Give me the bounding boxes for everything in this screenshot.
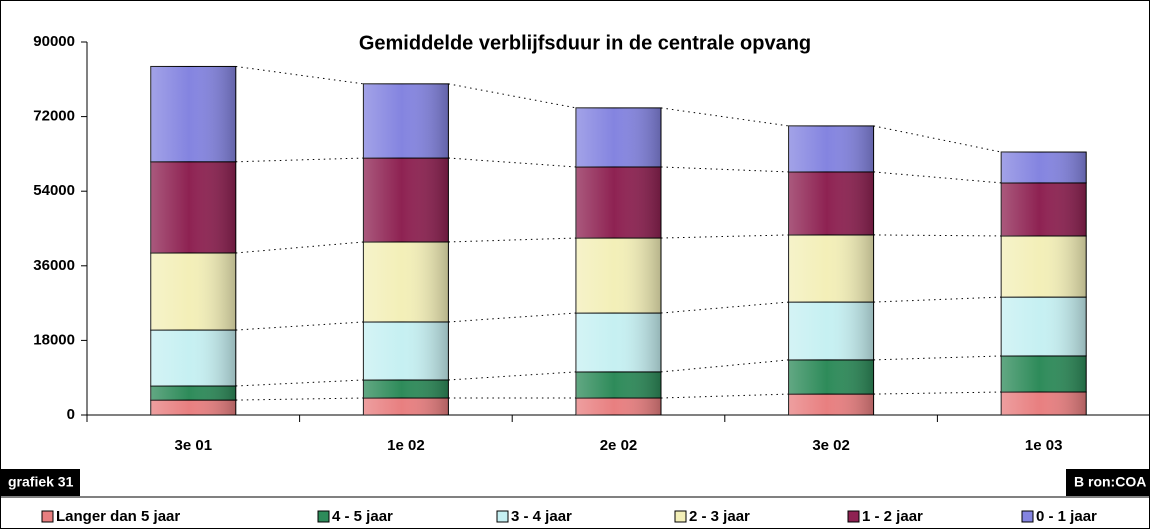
x-tick-label: 1e 03 (1025, 437, 1063, 454)
legend-swatch (847, 510, 860, 523)
bar-segment (575, 312, 662, 373)
y-tick-label: 90000 (33, 33, 75, 50)
bar-segment (150, 65, 237, 163)
bar-segment (150, 161, 237, 254)
y-tick-label: 18000 (33, 331, 75, 348)
bar-segment (1000, 355, 1087, 393)
y-tick-label: 0 (67, 406, 75, 423)
bar-segment (788, 171, 875, 236)
bar-segment (362, 241, 449, 323)
legend-swatch (1021, 510, 1034, 523)
legend-label: Langer dan 5 jaar (56, 508, 180, 525)
x-tick-label: 3e 01 (175, 437, 213, 454)
bar-segment (362, 83, 449, 159)
source: B ron:COA (1074, 474, 1146, 490)
bar-segment (1000, 235, 1087, 298)
bar-segment (788, 359, 875, 395)
bar-segment (150, 329, 237, 387)
bar-segment (1000, 296, 1087, 357)
legend-label: 0 - 1 jaar (1036, 508, 1097, 525)
bar-segment (788, 234, 875, 303)
note-box (0, 469, 80, 496)
bar-segment (362, 157, 449, 243)
legend-swatch (41, 510, 54, 523)
bar-segment (150, 385, 237, 401)
bar-segment (1000, 151, 1087, 184)
legend-swatch (496, 510, 509, 523)
legend-label: 2 - 3 jaar (689, 508, 750, 525)
legend-label: 1 - 2 jaar (862, 508, 923, 525)
bar-segment (788, 393, 875, 416)
bar-segment (788, 301, 875, 361)
legend-swatch (317, 510, 330, 523)
source-box (1066, 469, 1150, 496)
bar-segment (1000, 182, 1087, 237)
x-tick-label: 2e 02 (600, 437, 638, 454)
bar-segment (575, 397, 662, 416)
x-tick-label: 3e 02 (812, 437, 850, 454)
bar-segment (575, 166, 662, 239)
chart-title: Gemiddelde verblijfsduur in de centrale … (359, 32, 811, 54)
legend-label: 3 - 4 jaar (511, 508, 572, 525)
bar-segment (788, 125, 875, 173)
bar-segment (575, 107, 662, 168)
bar-segment (150, 399, 237, 416)
y-tick-label: 36000 (33, 257, 75, 274)
bar-segment (362, 379, 449, 399)
bar-segment (575, 371, 662, 399)
bar-segment (1000, 391, 1087, 416)
y-tick-label: 54000 (33, 182, 75, 199)
bar-segment (362, 321, 449, 381)
bar-segment (575, 237, 662, 314)
bar-segment (150, 252, 237, 331)
y-tick-label: 72000 (33, 108, 75, 125)
legend-label: 4 - 5 jaar (332, 508, 393, 525)
note: grafiek 31 (8, 474, 74, 490)
bar-segment (362, 397, 449, 416)
x-tick-label: 1e 02 (387, 437, 425, 454)
legend-swatch (674, 510, 687, 523)
